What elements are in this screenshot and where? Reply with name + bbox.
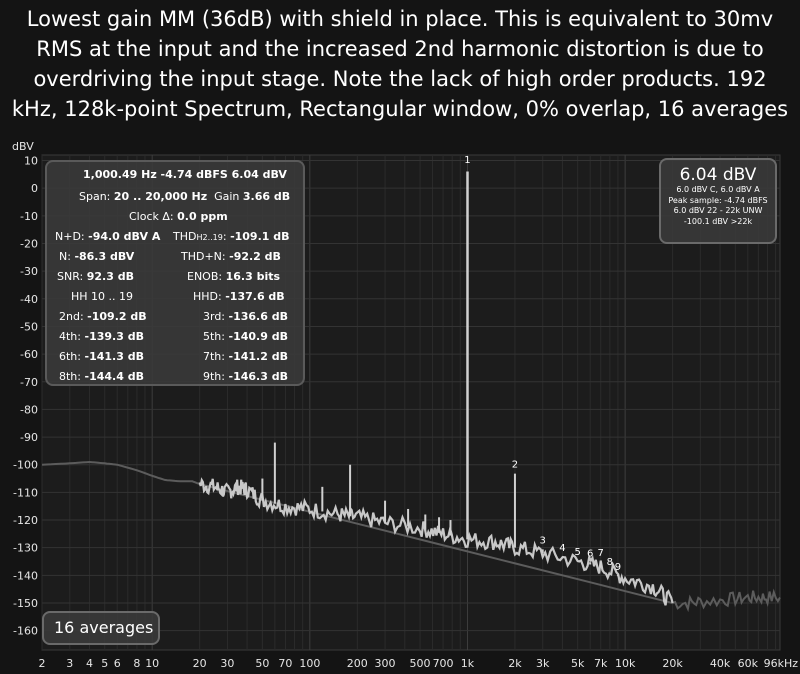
spectrum-peaks: 1 xyxy=(261,155,619,577)
x-tick-label: 700 xyxy=(433,657,454,670)
x-tick-label: 60k xyxy=(738,657,759,670)
y-tick-label: -30 xyxy=(20,265,38,278)
h4-metric: 4th: -139.3 dB xyxy=(59,330,144,343)
level-line-2: Peak sample: -4.74 dBFS xyxy=(668,195,768,205)
y-tick-label: -90 xyxy=(20,431,38,444)
x-tick-label: 300 xyxy=(375,657,396,670)
h2-metric: 2nd: -109.2 dB xyxy=(59,310,147,323)
x-tick-label: 10 xyxy=(145,657,159,670)
x-tick-label: 500 xyxy=(410,657,431,670)
x-tick-label: 20 xyxy=(193,657,207,670)
x-tick-label: 7k xyxy=(594,657,608,670)
y-tick-label: -120 xyxy=(13,514,38,527)
x-tick-label: 8 xyxy=(133,657,140,670)
x-tick-label: 50 xyxy=(255,657,269,670)
y-axis-ticks: 10 0 -10 -20 -30 -40 -50 -60 -70 -80 -90 -100 -110 -1… xyxy=(13,155,38,638)
h6-metric: 6th: -141.3 dB xyxy=(59,350,144,363)
x-tick-label: 96kHz xyxy=(764,657,799,670)
y-tick-label: -80 xyxy=(20,403,38,416)
y-tick-label: -60 xyxy=(20,348,38,361)
harmonic-label: 9 xyxy=(615,562,621,573)
span-gain-row: Span: 20 .. 20,000 Hz Gain 3.66 dB xyxy=(79,190,291,203)
stats-header: 1,000.49 Hz -4.74 dBFS 6.04 dBV xyxy=(83,168,287,181)
x-tick-label: 5k xyxy=(571,657,585,670)
y-tick-label: -50 xyxy=(20,320,38,333)
hhd-metric: HHD: -137.6 dB xyxy=(193,290,285,303)
x-tick-label: 3k xyxy=(536,657,550,670)
y-axis-label: dBV xyxy=(12,140,34,153)
y-tick-label: -70 xyxy=(20,376,38,389)
enob-metric: ENOB: 16.3 bits xyxy=(187,270,281,283)
series-spectrum-outside-span xyxy=(41,460,781,613)
x-tick-label: 2k xyxy=(508,657,522,670)
harmonic-label: 7 xyxy=(598,548,604,559)
harmonic-label: 3 xyxy=(540,535,546,546)
h9-metric: 9th: -146.3 dB xyxy=(203,370,288,383)
y-tick-label: -40 xyxy=(20,293,38,306)
h3-metric: 3rd: -136.6 dB xyxy=(203,310,288,323)
x-tick-label: 4 xyxy=(86,657,93,670)
harmonic-label: 4 xyxy=(559,543,565,554)
spectrum-series xyxy=(41,460,781,613)
x-tick-label: 200 xyxy=(347,657,368,670)
title-line-1: Lowest gain MM (36dB) with shield in pla… xyxy=(26,7,774,31)
clock-row: Clock Δ: 0.0 ppm xyxy=(129,210,228,223)
y-tick-label: -140 xyxy=(13,569,38,582)
level-readout: 6.04 dBV 6.0 dBV C, 6.0 dBV A Peak sampl… xyxy=(659,158,777,244)
title-line-4: kHz, 128k-point Spectrum, Rectangular wi… xyxy=(11,97,789,121)
h8-metric: 8th: -144.4 dB xyxy=(59,370,144,383)
thdn-metric: THD+N: -92.2 dB xyxy=(181,250,281,263)
thd-metric: THDH2..19: -109.1 dB xyxy=(173,230,290,243)
level-line-4: -100.1 dBV >22k xyxy=(683,216,753,226)
stats-panel: 1,000.49 Hz -4.74 dBFS 6.04 dBV Span: 20… xyxy=(45,160,305,386)
averages-badge: 16 averages xyxy=(42,611,160,645)
level-line-3: 6.0 dBV 22 - 22k UNW xyxy=(673,206,763,215)
harmonic-label: 8 xyxy=(607,557,613,568)
x-tick-label: 5 xyxy=(101,657,108,670)
x-tick-label: 100 xyxy=(299,657,320,670)
y-tick-label: -150 xyxy=(13,597,38,610)
x-tick-label: 40k xyxy=(710,657,731,670)
y-tick-label: -110 xyxy=(13,486,38,499)
h5-metric: 5th: -140.9 dB xyxy=(203,330,288,343)
x-tick-label: 10k xyxy=(615,657,636,670)
chart-title: Lowest gain MM (36dB) with shield in pla… xyxy=(0,4,800,124)
y-tick-label: 0 xyxy=(31,182,38,195)
y-tick-label: -130 xyxy=(13,542,38,555)
h7-metric: 7th: -141.2 dB xyxy=(203,350,288,363)
title-line-2: RMS at the input and the increased 2nd h… xyxy=(36,37,764,61)
series-spectrum-floor xyxy=(198,477,674,606)
harmonic-label: 5 xyxy=(574,547,580,558)
y-tick-label: -20 xyxy=(20,237,38,250)
harmonic-label: 2 xyxy=(512,460,518,471)
x-tick-label: 70 xyxy=(278,657,292,670)
x-tick-label: 30 xyxy=(220,657,234,670)
y-tick-label: -10 xyxy=(20,210,38,223)
fundamental-marker: 1 xyxy=(464,155,470,166)
x-tick-label: 20k xyxy=(662,657,683,670)
level-line-1: 6.0 dBV C, 6.0 dBV A xyxy=(676,185,760,194)
x-axis-ticks: 2 3 4 5 6 8 10 20 30 50 70 100 200 300 500 700 1k 2k 3k 5k 7… xyxy=(39,657,799,670)
nd-metric: N+D: -94.0 dBV A xyxy=(55,230,161,243)
x-tick-label: 2 xyxy=(39,657,46,670)
y-tick-label: -100 xyxy=(13,459,38,472)
y-tick-label: 10 xyxy=(24,155,38,168)
harmonic-label: 6 xyxy=(587,548,593,559)
y-tick-label: -160 xyxy=(13,625,38,638)
hh-label: HH 10 .. 19 xyxy=(71,290,134,303)
snr-metric: SNR: 92.3 dB xyxy=(57,270,134,283)
x-tick-label: 1k xyxy=(461,657,475,670)
title-line-3: overdriving the input stage. Note the la… xyxy=(33,67,767,91)
x-tick-label: 6 xyxy=(114,657,121,670)
harmonic-labels: 2 3 4 5 6 78 9 xyxy=(512,460,621,574)
level-main: 6.04 dBV xyxy=(679,165,757,185)
x-tick-label: 3 xyxy=(66,657,73,670)
n-metric: N: -86.3 dBV xyxy=(59,250,135,263)
